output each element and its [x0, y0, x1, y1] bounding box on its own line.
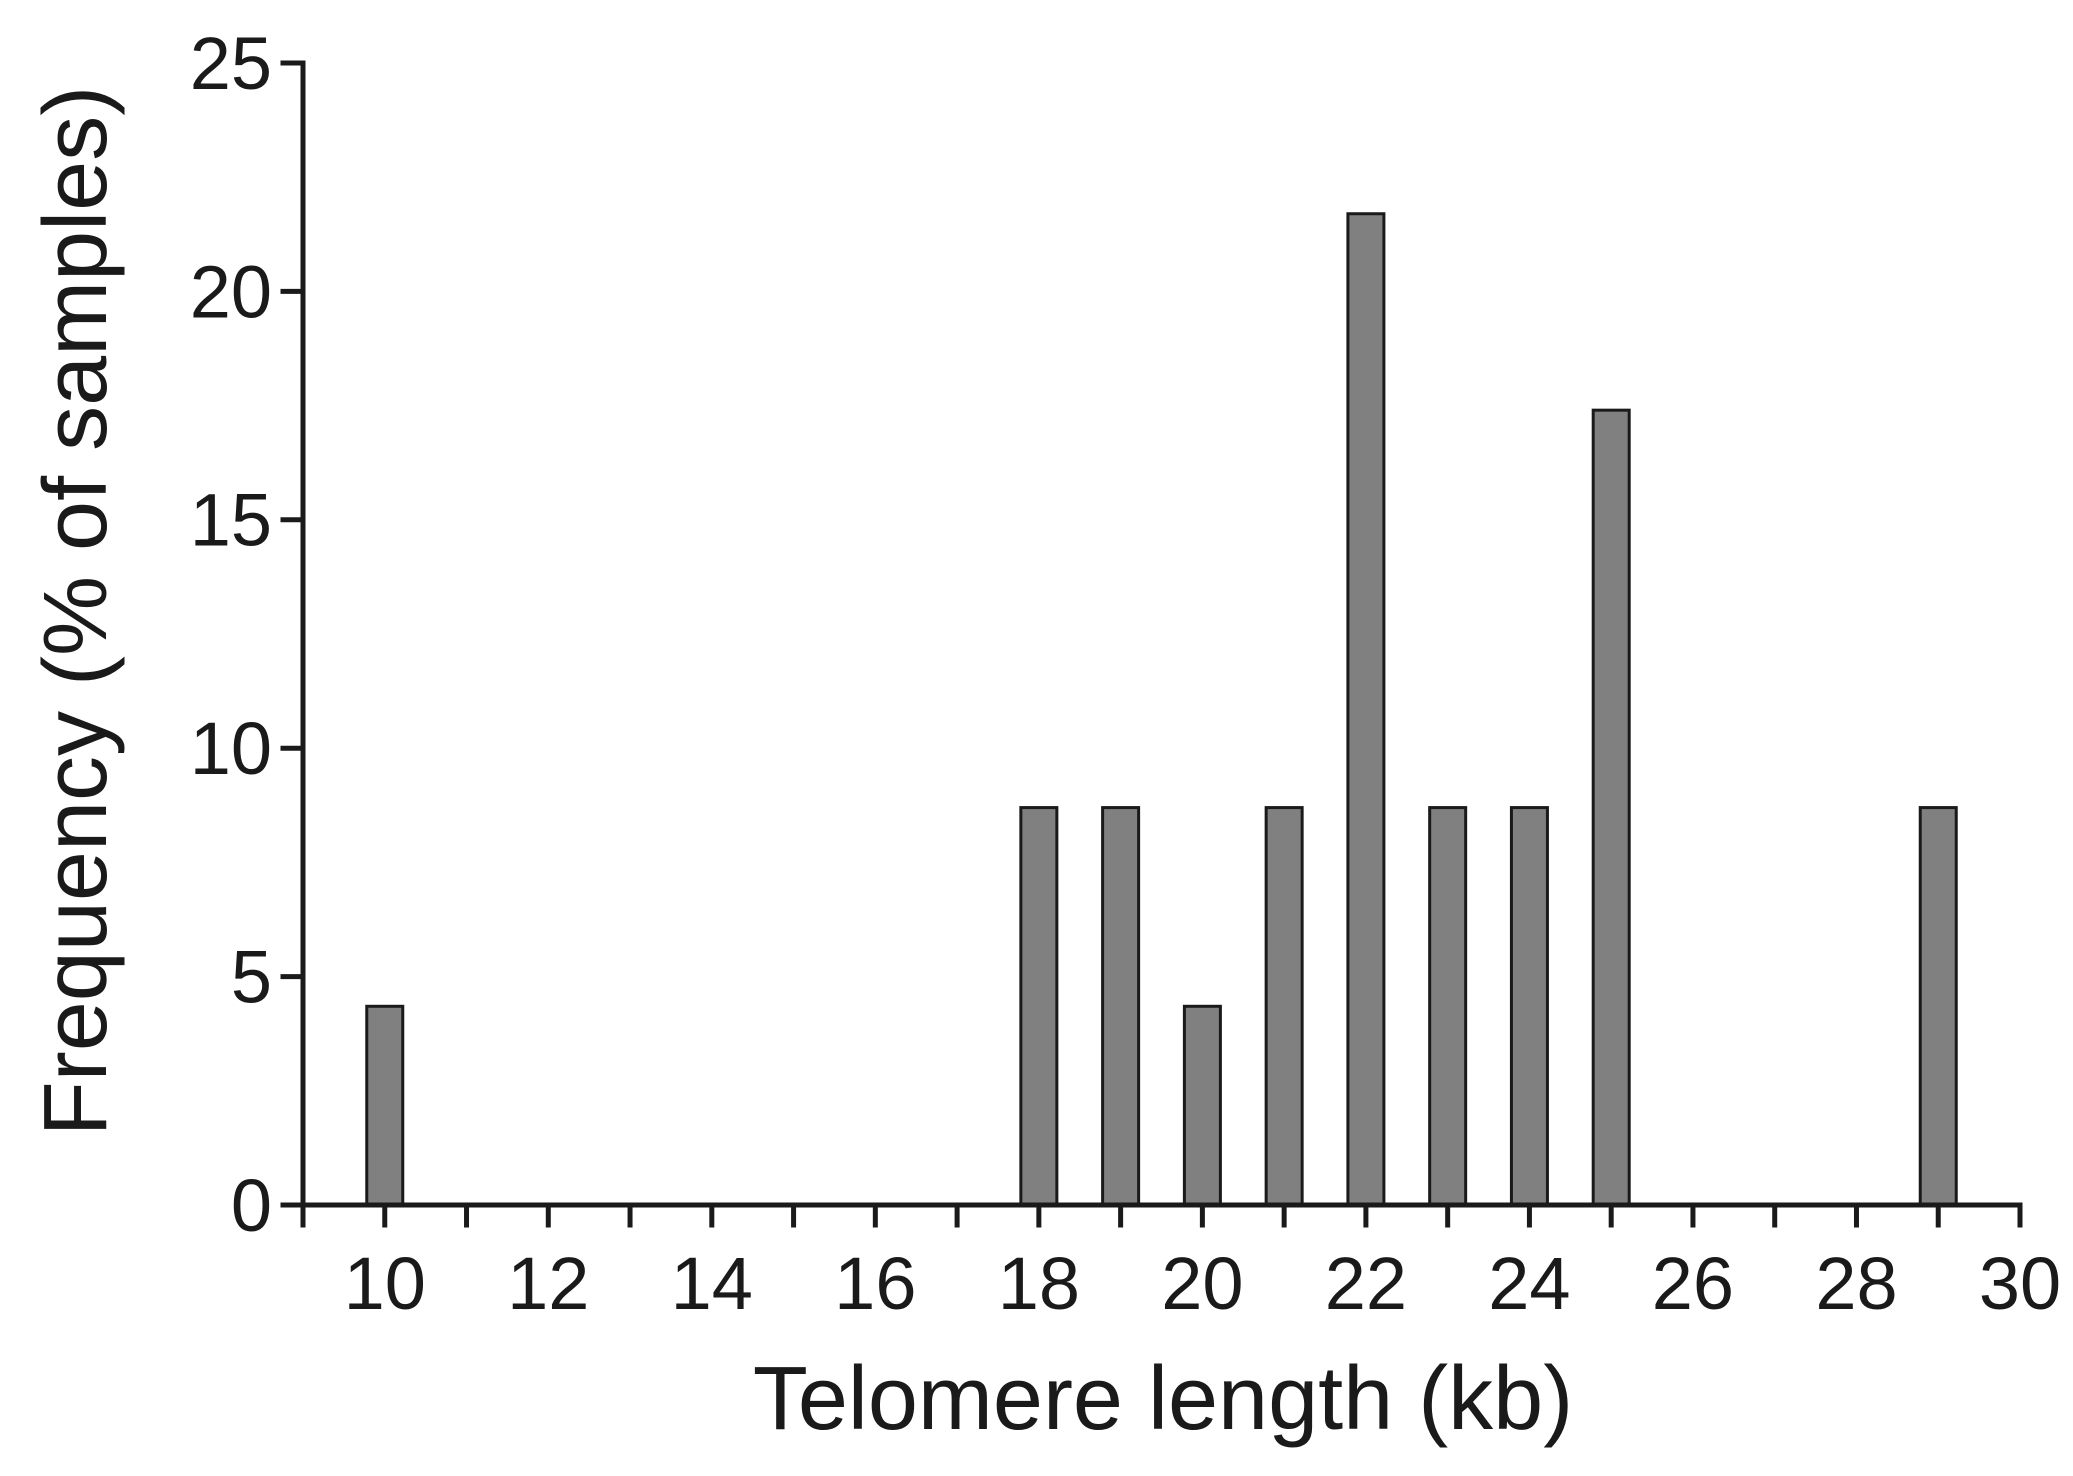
x-tick-label: 30 [1979, 1242, 2061, 1325]
bar-21 [1264, 806, 1304, 1207]
bar-10 [365, 1004, 405, 1207]
x-axis-title: Telomere length (kb) [753, 1349, 1573, 1449]
x-tick-label: 10 [344, 1242, 426, 1325]
y-tick-labels: 0 5 10 15 20 25 [190, 22, 272, 1247]
x-tick-label: 14 [671, 1242, 753, 1325]
x-tick-label: 12 [507, 1242, 589, 1325]
y-tick-label: 20 [190, 250, 272, 333]
x-axis: 10 12 14 16 18 20 22 24 26 28 30 [300, 1202, 2062, 1325]
y-tick-label: 0 [231, 1164, 272, 1247]
x-tick-label: 16 [834, 1242, 916, 1325]
bar-19 [1101, 806, 1141, 1207]
x-tick-label: 18 [998, 1242, 1080, 1325]
x-tick-label: 20 [1161, 1242, 1243, 1325]
bar-22 [1346, 212, 1386, 1207]
bars [365, 212, 1958, 1207]
y-tick-label: 15 [190, 479, 272, 562]
y-axis-title: Frequency (% of samples) [26, 86, 126, 1136]
y-tick-label: 25 [190, 22, 272, 105]
y-tick-label: 5 [231, 936, 272, 1019]
x-tick-label: 28 [1815, 1242, 1897, 1325]
x-tick-labels: 10 12 14 16 18 20 22 24 26 28 30 [344, 1242, 2062, 1325]
bar-20 [1182, 1004, 1222, 1207]
bar-24 [1509, 806, 1549, 1207]
bar-18 [1019, 806, 1059, 1207]
y-ticks [280, 60, 306, 1208]
bar-23 [1428, 806, 1468, 1207]
y-axis: 0 5 10 15 20 25 [190, 22, 306, 1247]
x-tick-label: 22 [1325, 1242, 1407, 1325]
y-tick-label: 10 [190, 707, 272, 790]
bar-29 [1918, 806, 1958, 1207]
x-tick-label: 24 [1488, 1242, 1570, 1325]
bar-25 [1591, 408, 1631, 1207]
x-tick-label: 26 [1652, 1242, 1734, 1325]
x-ticks [300, 1202, 2023, 1228]
